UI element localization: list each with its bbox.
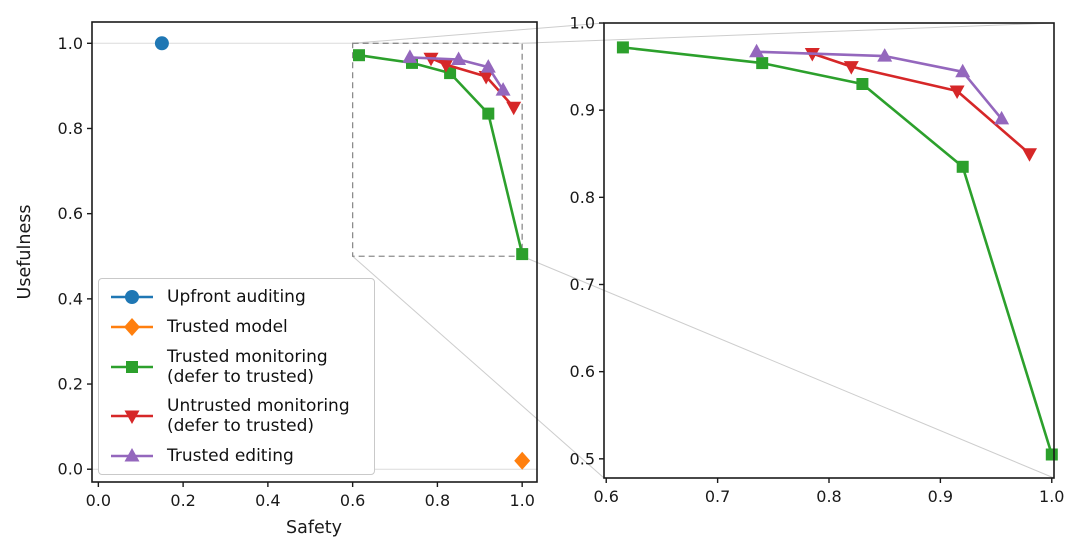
marker-trusted_editing: [877, 48, 893, 62]
diamond-icon: [111, 318, 153, 337]
legend-entry-trusted_monitoring: Trusted monitoring (defer to trusted): [109, 347, 364, 388]
y-axis-label: Usefulness: [15, 205, 35, 300]
marker-trusted_editing: [451, 51, 467, 65]
x-tick-label: 0.0: [86, 491, 111, 510]
marker-trusted_editing: [994, 110, 1010, 125]
marker-trusted_monitoring: [956, 160, 969, 173]
y-tick-label: 0.9: [570, 101, 595, 120]
legend-marker-trusted_model: [124, 318, 140, 337]
series-line-untrusted_monitoring: [811, 52, 1031, 155]
x-tick-label: 0.2: [170, 491, 195, 510]
x-tick-label: 1.0: [1039, 487, 1064, 506]
x-tick-label: 0.6: [594, 487, 619, 506]
y-tick-label: 0.7: [570, 275, 595, 294]
y-tick-label: 0.4: [58, 289, 83, 308]
legend-label-trusted_monitoring: Trusted monitoring (defer to trusted): [167, 346, 328, 388]
zoom-connector-line: [521, 255, 1055, 479]
zoom-connector-line: [352, 255, 605, 479]
series-line-trusted_editing: [756, 50, 1003, 120]
y-tick-label: 0.6: [570, 362, 595, 381]
marker-untrusted_monitoring: [1022, 148, 1037, 162]
y-tick-label: 0.2: [58, 375, 83, 394]
legend: Upfront auditing Trusted model Trusted mon…: [98, 278, 375, 475]
triangle-up-icon: [111, 448, 153, 462]
square-icon: [111, 361, 153, 374]
triangle-down-icon: [111, 410, 153, 425]
zoom-region-box: [351, 42, 523, 257]
legend-label-trusted_editing: Trusted editing: [167, 445, 294, 466]
legend-marker-trusted_monitoring: [126, 361, 138, 374]
x-tick-label: 1.0: [509, 491, 534, 510]
y-tick-label: 0.5: [570, 449, 595, 468]
series-line-trusted_monitoring: [622, 46, 1054, 455]
marker-trusted_monitoring: [1045, 448, 1058, 461]
marker-upfront_auditing: [154, 36, 169, 51]
marker-untrusted_monitoring: [438, 59, 454, 73]
marker-trusted_editing: [495, 82, 511, 96]
x-tick-label: 0.8: [816, 487, 841, 506]
y-tick-label: 0.0: [58, 460, 83, 479]
y-tick-label: 0.8: [570, 188, 595, 207]
marker-trusted_model: [514, 451, 531, 470]
legend-marker-upfront_auditing: [125, 290, 139, 304]
circle-icon: [111, 290, 153, 304]
zoom-connector-line: [522, 22, 1055, 44]
legend-entry-trusted_editing: Trusted editing: [109, 445, 364, 467]
marker-trusted_monitoring: [516, 248, 529, 261]
series-line-trusted_monitoring: [358, 53, 524, 255]
y-tick-label: 0.8: [58, 119, 83, 138]
axes-layer: 0.0 0.2 0.4 0.6 0.8 1.0 0.0 0.2 0.4 0.6 0.8 1.0 0.6 0…: [58, 14, 1065, 511]
marker-untrusted_monitoring: [478, 71, 494, 85]
y-tick-label: 1.0: [570, 14, 595, 33]
marker-trusted_monitoring: [856, 78, 869, 90]
marker-trusted_monitoring: [616, 41, 629, 54]
marker-trusted_editing: [749, 43, 765, 58]
marker-trusted_monitoring: [756, 57, 769, 70]
x-tick-label: 0.4: [255, 491, 280, 510]
marker-trusted_monitoring: [353, 49, 365, 62]
x-tick-label: 0.6: [340, 491, 365, 510]
legend-label-trusted_model: Trusted model: [167, 317, 288, 338]
x-tick-label: 0.9: [928, 487, 953, 506]
legend-entry-upfront_auditing: Upfront auditing: [109, 286, 364, 308]
x-tick-label: 0.8: [425, 491, 450, 510]
legend-marker-untrusted_monitoring: [124, 410, 140, 425]
legend-entry-untrusted_monitoring: Untrusted monitoring (defer to trusted): [109, 396, 364, 437]
series-line-trusted_editing: [409, 56, 505, 91]
x-tick-label: 0.7: [705, 487, 730, 506]
data-layer: [154, 36, 1058, 470]
marker-untrusted_monitoring: [843, 61, 859, 75]
y-tick-label: 0.6: [58, 204, 83, 223]
marker-trusted_editing: [480, 59, 496, 73]
legend-label-upfront_auditing: Upfront auditing: [167, 286, 306, 307]
marker-untrusted_monitoring: [506, 101, 522, 116]
zoom-connector-line: [352, 22, 605, 44]
marker-trusted_editing: [402, 49, 418, 63]
y-tick-label: 1.0: [58, 34, 83, 53]
legend-marker-trusted_editing: [124, 448, 140, 462]
marker-trusted_monitoring: [482, 107, 495, 120]
axes-frame: [91, 21, 538, 483]
axes-frame: [603, 22, 1055, 479]
legend-entry-trusted_model: Trusted model: [109, 316, 364, 338]
marker-trusted_editing: [955, 63, 971, 78]
legend-label-untrusted_monitoring: Untrusted monitoring (defer to trusted): [167, 395, 350, 437]
x-axis-label: Safety: [286, 518, 342, 538]
marker-untrusted_monitoring: [949, 85, 965, 99]
